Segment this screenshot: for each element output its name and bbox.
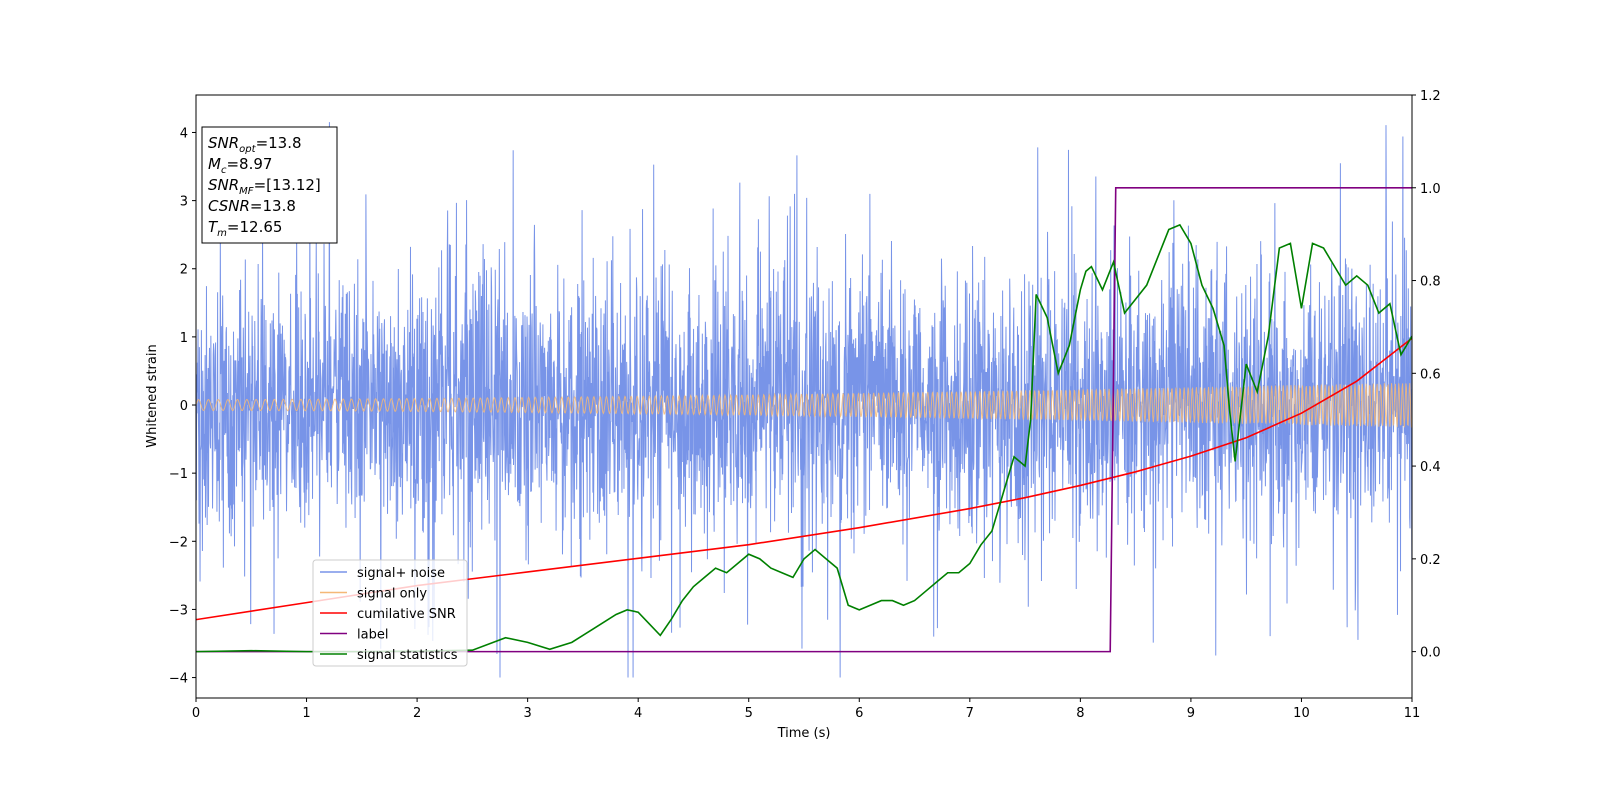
x-tick-label: 9 [1187, 706, 1195, 721]
annotation-var: SNR [208, 134, 239, 152]
annotation-subscript: m [217, 228, 227, 239]
annotation-value: =8.97 [226, 155, 272, 173]
y-axis-right: 0.0 0.2 0.4 0.6 0.8 1.0 1.2 [1412, 89, 1441, 661]
series-label [196, 186, 1412, 653]
y2-tick-label: 0.8 [1420, 275, 1441, 290]
x-axis: 0 1 2 3 4 5 6 7 8 9 10 11 [192, 698, 1420, 721]
x-tick-label: 1 [302, 706, 310, 721]
annotation-var: M [208, 155, 221, 173]
y-tick-label: 2 [180, 263, 188, 278]
annotation-var: SNR [208, 176, 239, 194]
legend-label: signal statistics [357, 648, 458, 663]
y2-tick-label: 1.0 [1420, 182, 1441, 197]
legend-label: label [357, 628, 388, 643]
legend: signal+ noise signal only cumilative SNR la… [312, 559, 468, 667]
series-signal-statistics [196, 223, 1412, 653]
x-tick-label: 2 [413, 706, 421, 721]
x-axis-label: Time (s) [777, 726, 831, 741]
x-tick-label: 10 [1293, 706, 1310, 721]
plot-series-group [196, 122, 1412, 678]
y-tick-label: −3 [169, 603, 188, 618]
annotation-subscript: c [221, 165, 227, 176]
legend-label: signal only [357, 587, 427, 602]
legend-label: cumilative SNR [357, 607, 456, 622]
annotation-var: CSNR [208, 197, 250, 215]
annotation-subscript: MF [239, 186, 254, 197]
x-tick-label: 11 [1404, 706, 1421, 721]
x-tick-label: 0 [192, 706, 200, 721]
y2-tick-label: 0.6 [1420, 367, 1441, 382]
y2-tick-label: 0.2 [1420, 553, 1441, 568]
annotation-value: =13.8 [256, 134, 302, 152]
annotation-box: SNRopt=13.8 Mc=8.97 SNRMF=[13.12] CSNR=13.8… [201, 126, 338, 244]
y-tick-label: 0 [180, 399, 188, 414]
series-signal-noise [196, 122, 1412, 678]
annotation-value: =13.8 [250, 197, 296, 215]
plot-frame [195, 94, 1413, 699]
annotation-frame [201, 126, 338, 244]
x-tick-label: 4 [634, 706, 642, 721]
legend-frame [312, 559, 468, 667]
annotation-value: =12.65 [227, 218, 283, 236]
x-tick-label: 6 [855, 706, 863, 721]
x-tick-label: 5 [745, 706, 753, 721]
series-signal-only [196, 383, 1412, 428]
x-tick-label: 3 [523, 706, 531, 721]
y-tick-label: −4 [169, 672, 188, 687]
annotation-text: SNRopt=13.8 Mc=8.97 SNRMF=[13.12] CSNR=13.8… [208, 134, 321, 239]
annotation-subscript: opt [239, 144, 256, 155]
legend-label: signal+ noise [357, 566, 445, 581]
y-tick-label: 1 [180, 331, 188, 346]
x-tick-label: 7 [966, 706, 974, 721]
series-cumilative-snr [196, 337, 1412, 621]
y-axis-label: Whitened strain [145, 344, 160, 447]
annotation-value: =[13.12] [254, 176, 321, 194]
y-tick-label: −2 [169, 535, 188, 550]
y2-tick-label: 1.2 [1420, 89, 1441, 104]
y-tick-label: 3 [180, 195, 188, 210]
y2-tick-label: 0.0 [1420, 646, 1441, 661]
y-tick-label: 4 [180, 126, 188, 141]
y-axis-left: −4 −3 −2 −1 0 1 2 3 4 [169, 126, 196, 687]
annotation-var: T [208, 218, 219, 236]
y2-tick-label: 0.4 [1420, 460, 1441, 475]
y-tick-label: −1 [169, 467, 188, 482]
x-tick-label: 8 [1076, 706, 1084, 721]
